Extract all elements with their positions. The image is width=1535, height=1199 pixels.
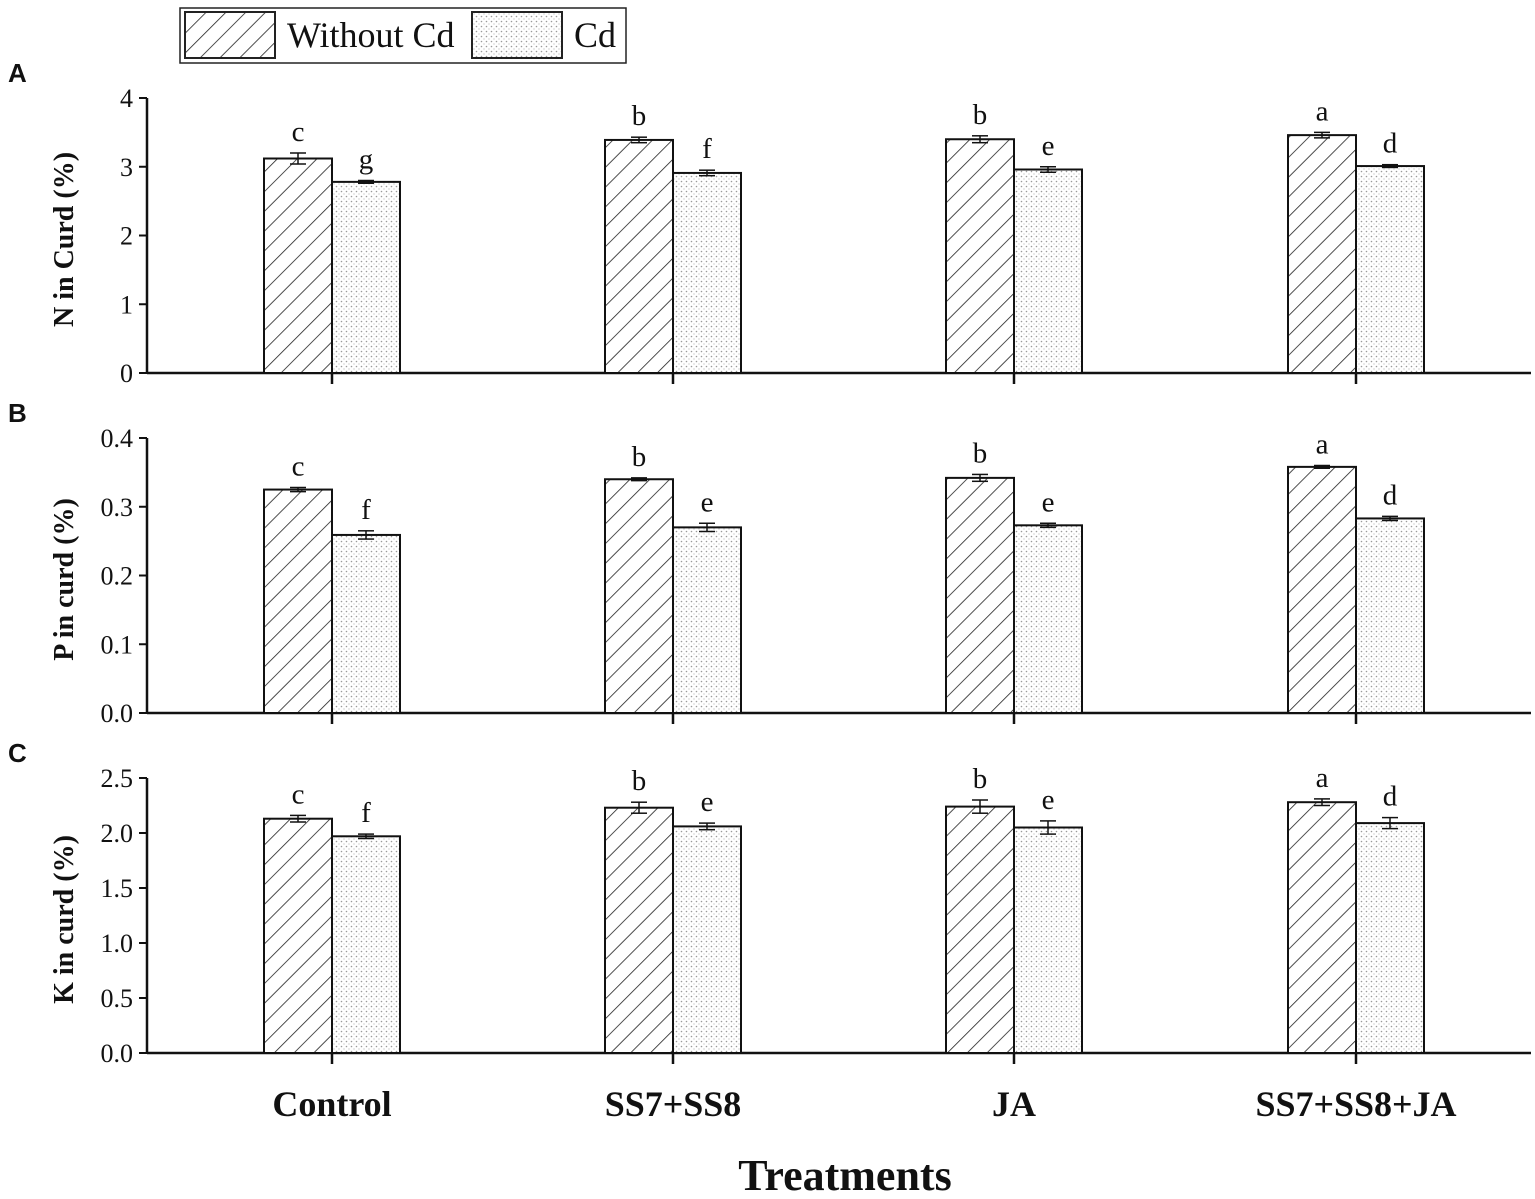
significance-letter: b [973,99,988,131]
significance-letter: d [1383,479,1398,511]
y-tick-label: 2.5 [101,764,134,793]
y-tick-label: 0.2 [101,562,134,591]
bar-cd [331,533,401,714]
significance-letter: c [292,116,305,148]
significance-letter: c [292,778,305,810]
significance-letter: e [701,486,714,518]
y-tick-label: 1.0 [101,929,134,958]
y-tick-label: 2 [120,222,133,251]
bar-cd [1355,517,1425,714]
legend-swatch-without-cd [184,11,276,59]
y-tick-label: 1.5 [101,874,134,903]
bar-cd [1013,826,1083,1054]
bar-without-cd [604,806,674,1055]
significance-letter: e [1042,784,1055,816]
bar-without-cd [1287,465,1357,714]
significance-letter: c [292,451,305,483]
significance-letter: f [361,797,371,829]
x-axis-title: Treatments [738,1151,951,1199]
significance-letter: f [702,133,712,165]
bar-cd [1013,524,1083,714]
panel-letter-c: C [8,738,27,768]
significance-letter: b [973,437,988,469]
significance-letter: d [1383,781,1398,813]
bar-cd [672,825,742,1055]
category-label-ss7-ss8: SS7+SS8 [605,1084,742,1124]
bar-without-cd [604,138,674,374]
y-axis-label: K in curd (%) [49,835,80,1004]
y-tick-label: 0.0 [101,1039,134,1068]
bar-cd [331,180,401,374]
category-label-ja: JA [992,1084,1036,1124]
significance-letter: e [1042,486,1055,518]
category-label-control: Control [272,1084,391,1124]
legend: Without Cd Cd [179,7,627,64]
panel-a: N in Curd (%) 0 1 2 3 4 c b b a g f e d [49,84,1531,388]
significance-letter: a [1316,95,1329,127]
bar-without-cd [945,805,1015,1054]
panel-b: P in curd (%) 0.0 0.1 0.2 0.3 0.4 c b b a f e e d [49,424,1531,728]
significance-letter: d [1383,128,1398,160]
significance-letter: b [632,765,647,797]
panel-letter-a: A [8,58,27,88]
category-label-ss7-ss8-ja: SS7+SS8+JA [1255,1084,1456,1124]
bar-cd [1013,168,1083,374]
bar-without-cd [945,476,1015,714]
legend-swatch-cd [471,11,563,59]
bar-cd [1355,822,1425,1054]
y-tick-label: 3 [120,153,133,182]
significance-letter: a [1316,762,1329,794]
bar-without-cd [604,478,674,714]
bar-without-cd [263,157,333,374]
bar-without-cd [1287,801,1357,1055]
significance-letter: b [632,100,647,132]
y-axis-label: N in Curd (%) [49,152,80,327]
legend-label-cd: Cd [574,15,616,55]
significance-letter: b [632,441,647,473]
y-tick-label: 0.5 [101,984,134,1013]
y-tick-label: 4 [120,84,133,113]
bar-cd [331,835,401,1054]
y-tick-label: 1 [120,290,133,319]
panel-c: K in curd (%) 0.0 0.5 1.0 1.5 2.0 2.5 c b b a f e e d [49,762,1531,1068]
legend-label-without-cd: Without Cd [287,15,455,55]
y-tick-label: 0.3 [101,493,134,522]
y-axis-label: P in curd (%) [49,498,80,661]
bar-cd [1355,165,1425,374]
y-tick-label: 0.0 [101,699,134,728]
y-tick-label: 0.4 [101,424,134,453]
panel-letter-b: B [8,398,27,428]
significance-letter: e [701,786,714,818]
bar-without-cd [263,817,333,1055]
bar-without-cd [1287,134,1357,374]
significance-letter: f [361,494,371,526]
y-tick-label: 0.1 [101,630,134,659]
bar-cd [672,526,742,714]
y-tick-label: 2.0 [101,819,134,848]
bar-without-cd [945,138,1015,374]
y-tick-label: 0 [120,359,133,388]
bar-cd [672,171,742,374]
bar-without-cd [263,488,333,714]
significance-letter: a [1316,429,1329,461]
significance-letter: g [359,144,374,176]
significance-letter: e [1042,130,1055,162]
significance-letter: b [973,763,988,795]
